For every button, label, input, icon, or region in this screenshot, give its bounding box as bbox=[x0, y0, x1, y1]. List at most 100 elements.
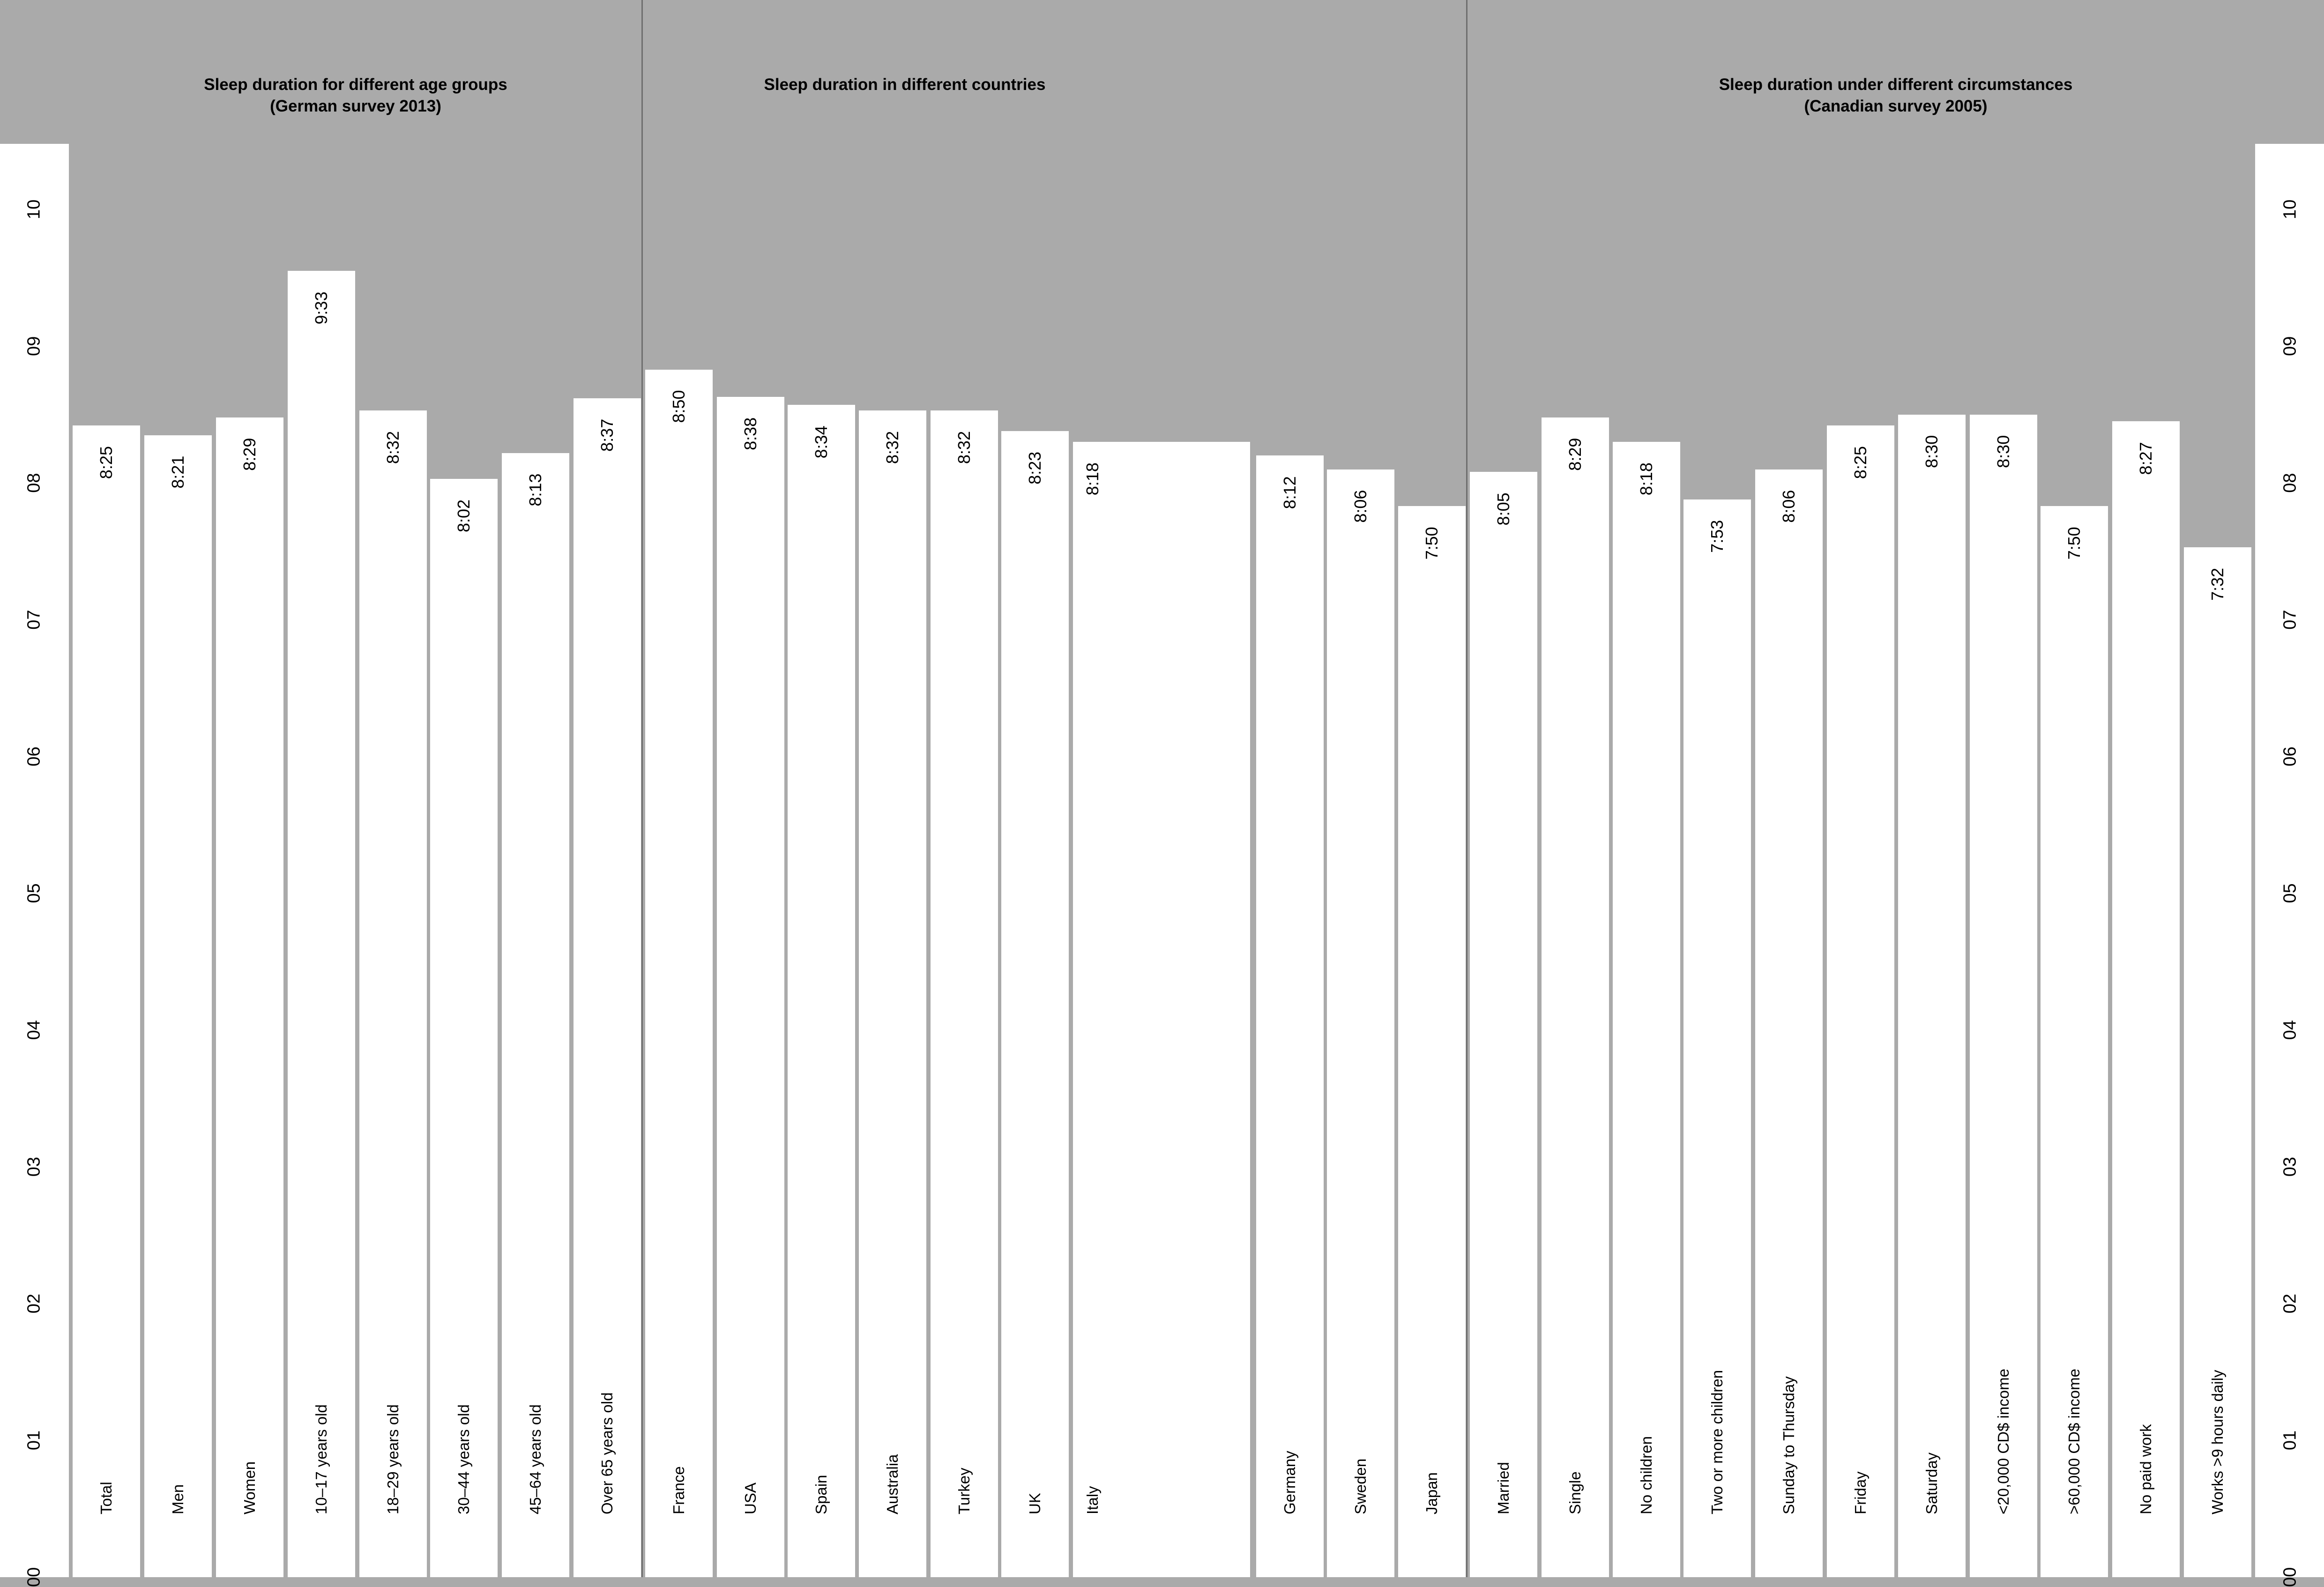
right-y-tick-label: 10 bbox=[2280, 199, 2300, 219]
left-y-tick-label: 05 bbox=[24, 883, 44, 903]
bar bbox=[859, 410, 926, 1577]
value-label: 8:25 bbox=[1851, 446, 1870, 479]
category-label: Sweden bbox=[1352, 1458, 1369, 1514]
value-label: 7:50 bbox=[2064, 527, 2084, 560]
value-label: 8:38 bbox=[741, 417, 760, 450]
value-label: 8:32 bbox=[883, 431, 902, 464]
bar bbox=[1398, 506, 1466, 1577]
left-y-tick-label: 04 bbox=[24, 1020, 44, 1040]
bar bbox=[1613, 442, 1680, 1577]
category-label: 10–17 years old bbox=[313, 1404, 330, 1514]
value-label: 8:25 bbox=[97, 446, 116, 479]
bar bbox=[502, 453, 569, 1577]
category-label: Sunday to Thursday bbox=[1780, 1376, 1797, 1514]
category-label: Japan bbox=[1423, 1472, 1440, 1514]
right-y-tick-label: 04 bbox=[2280, 1020, 2300, 1040]
bar bbox=[1470, 472, 1537, 1577]
category-label: No children bbox=[1638, 1436, 1655, 1514]
bar bbox=[216, 417, 283, 1577]
bar bbox=[2184, 547, 2251, 1577]
category-label: 30–44 years old bbox=[455, 1404, 472, 1514]
right-y-tick-label: 05 bbox=[2280, 883, 2300, 903]
value-label: 8:30 bbox=[1922, 435, 1941, 468]
value-label: 7:50 bbox=[1422, 527, 1441, 560]
value-label: 8:05 bbox=[1494, 492, 1513, 526]
category-label: Italy bbox=[1084, 1486, 1101, 1514]
bar bbox=[1256, 455, 1324, 1577]
category-label: UK bbox=[1026, 1493, 1043, 1514]
bar bbox=[73, 425, 140, 1577]
right-axis-strip bbox=[2255, 144, 2324, 1577]
panel-title-countries: Sleep duration in different countries bbox=[764, 75, 1046, 94]
bar bbox=[1827, 425, 1894, 1577]
bar bbox=[1898, 414, 1966, 1577]
bar bbox=[1755, 469, 1823, 1577]
left-y-tick-label: 09 bbox=[24, 336, 44, 356]
left-y-tick-label: 01 bbox=[24, 1430, 44, 1451]
left-y-tick-label: 07 bbox=[24, 610, 44, 630]
value-label: 8:06 bbox=[1351, 490, 1370, 523]
left-y-tick-label: 06 bbox=[24, 746, 44, 767]
bar bbox=[288, 271, 355, 1577]
category-label: 45–64 years old bbox=[527, 1404, 544, 1514]
value-label: 7:53 bbox=[1707, 520, 1727, 553]
panel-title-age-groups: Sleep duration for different age groups … bbox=[204, 75, 507, 115]
bar bbox=[1001, 431, 1069, 1577]
category-label: Men bbox=[169, 1484, 186, 1514]
category-label: No paid work bbox=[2137, 1424, 2154, 1514]
left-axis-strip bbox=[0, 144, 69, 1577]
value-label: 7:32 bbox=[2208, 567, 2227, 601]
category-label: Works >9 hours daily bbox=[2209, 1370, 2226, 1514]
category-label: USA bbox=[742, 1483, 759, 1514]
right-y-tick-label: 07 bbox=[2280, 610, 2300, 630]
bar bbox=[430, 479, 498, 1577]
bar bbox=[574, 398, 641, 1577]
value-label: 8:37 bbox=[597, 418, 617, 452]
category-label: Total bbox=[97, 1482, 115, 1514]
right-y-tick-label: 01 bbox=[2280, 1430, 2300, 1451]
value-label: 8:29 bbox=[240, 438, 259, 471]
bar bbox=[359, 410, 427, 1577]
category-label: 18–29 years old bbox=[384, 1404, 402, 1514]
panel-title-circumstances: Sleep duration under different circumsta… bbox=[1719, 75, 2073, 115]
bar bbox=[2041, 506, 2108, 1577]
left-y-tick-label: 08 bbox=[24, 473, 44, 493]
value-label: 8:21 bbox=[168, 455, 187, 489]
category-label: Married bbox=[1495, 1462, 1512, 1514]
value-label: 8:32 bbox=[383, 431, 402, 464]
left-y-tick-label: 02 bbox=[24, 1293, 44, 1314]
category-label: Women bbox=[241, 1461, 258, 1514]
category-label: France bbox=[670, 1466, 687, 1514]
category-label: Friday bbox=[1852, 1471, 1869, 1514]
bar bbox=[645, 369, 713, 1577]
category-label: Germany bbox=[1281, 1451, 1298, 1514]
value-label: 8:18 bbox=[1083, 462, 1102, 496]
value-label: 8:34 bbox=[812, 425, 831, 459]
bar bbox=[2112, 421, 2180, 1577]
value-label: 8:13 bbox=[526, 473, 545, 507]
left-y-tick-label: 03 bbox=[24, 1157, 44, 1177]
bar bbox=[1327, 469, 1394, 1577]
bar bbox=[1683, 499, 1751, 1577]
category-label: Australia bbox=[884, 1454, 901, 1514]
value-label: 8:12 bbox=[1280, 476, 1299, 509]
value-label: 9:33 bbox=[312, 291, 331, 325]
bar bbox=[788, 405, 855, 1577]
bar bbox=[144, 435, 212, 1577]
category-label: Single bbox=[1566, 1471, 1584, 1514]
value-label: 8:27 bbox=[2136, 442, 2155, 475]
value-label: 8:50 bbox=[669, 390, 688, 423]
left-y-tick-label: 10 bbox=[24, 199, 44, 219]
value-label: 8:29 bbox=[1565, 438, 1585, 471]
category-label: Over 65 years old bbox=[598, 1392, 616, 1514]
value-label: 8:32 bbox=[954, 431, 974, 464]
bar bbox=[1073, 442, 1250, 1577]
value-label: 8:23 bbox=[1025, 451, 1044, 484]
category-label: <20,000 CD$ income bbox=[1995, 1369, 2012, 1514]
bar bbox=[717, 396, 784, 1577]
panel-divider bbox=[1466, 0, 1467, 1577]
category-label: Saturday bbox=[1923, 1452, 1940, 1514]
right-y-tick-label: 03 bbox=[2280, 1157, 2300, 1177]
category-label: Turkey bbox=[955, 1468, 973, 1514]
